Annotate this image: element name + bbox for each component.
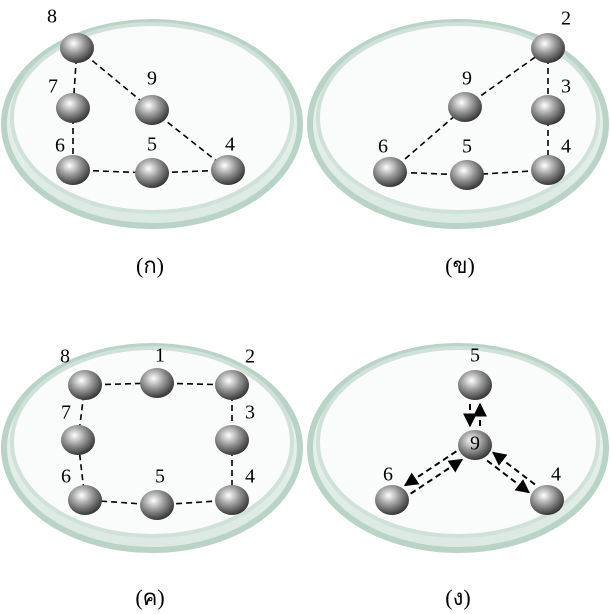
node-label: 4 [561, 136, 571, 158]
sphere [135, 95, 169, 125]
sphere [450, 160, 484, 190]
sphere [373, 157, 407, 187]
sphere [140, 490, 174, 520]
node-label: 8 [47, 6, 57, 28]
sphere [531, 33, 565, 63]
node-label: 9 [147, 68, 157, 90]
node-label: 5 [470, 345, 480, 367]
sphere [68, 485, 102, 515]
panel: 2 3 9 6 5 4 (ข) [310, 8, 606, 278]
node-label: 2 [561, 8, 571, 30]
node-label: 9 [470, 433, 480, 455]
panel-caption: (ข) [445, 253, 475, 278]
sphere [531, 155, 565, 185]
node-label: 6 [378, 136, 388, 158]
node-label: 6 [383, 464, 393, 486]
sphere [56, 155, 90, 185]
node-label: 7 [61, 402, 71, 424]
sphere [215, 425, 249, 455]
node-label: 5 [462, 136, 472, 158]
sphere [68, 370, 102, 400]
node-label: 9 [462, 68, 472, 90]
sphere [60, 33, 94, 63]
panel-caption: (ค) [135, 585, 164, 610]
diagram: 8 7 9 6 5 4 (ก) 2 3 9 6 5 4 (ข) 8 1 2 7 3 6 5 4 (ค) 5 9 6 4 (ง) [0, 0, 610, 614]
node-label: 8 [60, 346, 70, 368]
sphere [215, 370, 249, 400]
node-label: 4 [551, 464, 561, 486]
panel: 5 9 6 4 (ง) [310, 345, 606, 610]
node-label: 6 [61, 466, 71, 488]
sphere [61, 425, 95, 455]
panel-caption: (ง) [445, 585, 470, 610]
sphere [56, 93, 90, 123]
node-label: 3 [245, 402, 255, 424]
node-label: 3 [561, 76, 571, 98]
panel-caption: (ก) [136, 253, 164, 278]
node-label: 7 [48, 76, 58, 98]
sphere [211, 155, 245, 185]
sphere [458, 370, 492, 400]
node-label: 5 [147, 134, 157, 156]
sphere [375, 485, 409, 515]
node-label: 2 [245, 346, 255, 368]
panel: 8 1 2 7 3 6 5 4 (ค) [4, 345, 300, 610]
sphere [530, 485, 564, 515]
node-label: 4 [245, 466, 255, 488]
sphere [135, 158, 169, 188]
sphere [140, 368, 174, 398]
node-label: 6 [55, 135, 65, 157]
sphere [448, 92, 482, 122]
sphere [531, 95, 565, 125]
sphere [215, 485, 249, 515]
node-label: 1 [155, 345, 165, 367]
node-label: 5 [155, 466, 165, 488]
node-label: 4 [225, 134, 235, 156]
panel: 8 7 9 6 5 4 (ก) [4, 6, 300, 278]
